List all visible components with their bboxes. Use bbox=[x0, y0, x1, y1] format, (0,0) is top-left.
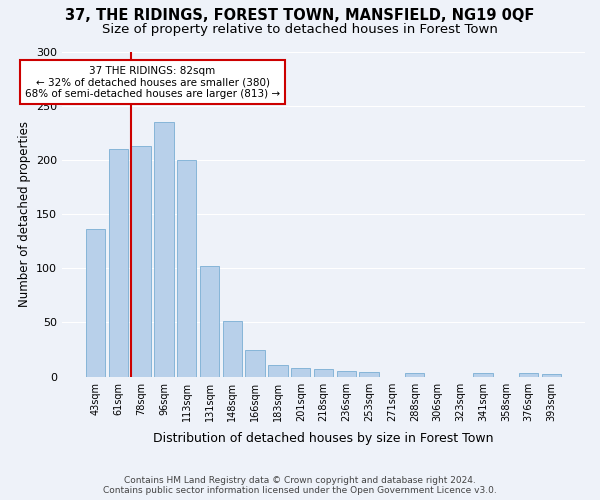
X-axis label: Distribution of detached houses by size in Forest Town: Distribution of detached houses by size … bbox=[154, 432, 494, 445]
Bar bbox=[200, 266, 219, 376]
Bar bbox=[359, 372, 379, 376]
Bar bbox=[542, 374, 561, 376]
Bar bbox=[291, 368, 310, 376]
Bar bbox=[177, 160, 196, 376]
Text: 37, THE RIDINGS, FOREST TOWN, MANSFIELD, NG19 0QF: 37, THE RIDINGS, FOREST TOWN, MANSFIELD,… bbox=[65, 8, 535, 22]
Y-axis label: Number of detached properties: Number of detached properties bbox=[17, 121, 31, 307]
Bar bbox=[86, 230, 105, 376]
Bar bbox=[131, 146, 151, 376]
Bar bbox=[154, 122, 173, 376]
Text: 37 THE RIDINGS: 82sqm
← 32% of detached houses are smaller (380)
68% of semi-det: 37 THE RIDINGS: 82sqm ← 32% of detached … bbox=[25, 66, 280, 99]
Text: Contains HM Land Registry data © Crown copyright and database right 2024.
Contai: Contains HM Land Registry data © Crown c… bbox=[103, 476, 497, 495]
Bar bbox=[109, 149, 128, 376]
Bar bbox=[245, 350, 265, 376]
Bar bbox=[223, 322, 242, 376]
Bar bbox=[519, 374, 538, 376]
Bar bbox=[473, 374, 493, 376]
Text: Size of property relative to detached houses in Forest Town: Size of property relative to detached ho… bbox=[102, 22, 498, 36]
Bar bbox=[405, 374, 424, 376]
Bar bbox=[314, 369, 333, 376]
Bar bbox=[268, 364, 287, 376]
Bar bbox=[337, 371, 356, 376]
